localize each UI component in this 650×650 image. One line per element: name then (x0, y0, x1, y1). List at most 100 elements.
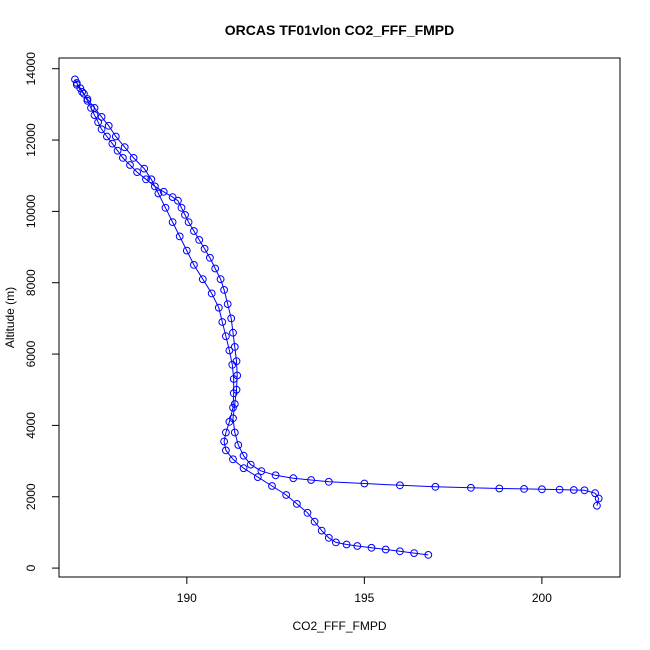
data-point (591, 489, 599, 498)
data-point (282, 491, 291, 499)
data-point (78, 88, 86, 96)
data-point (111, 132, 120, 141)
data-point (239, 451, 248, 460)
data-point (257, 467, 266, 476)
y-axis-label: Altitude (m) (3, 287, 17, 348)
data-point (126, 161, 134, 169)
data-point (94, 118, 102, 127)
data-point (353, 542, 362, 550)
data-point (396, 481, 404, 490)
data-point (119, 154, 127, 162)
data-point (72, 80, 81, 89)
data-point (97, 125, 106, 134)
y-tick-label: 8000 (24, 269, 38, 296)
data-point (227, 314, 236, 323)
data-point (324, 533, 333, 542)
data-point (229, 328, 237, 337)
data-point (133, 168, 142, 177)
x-axis-label: CO2_FFF_FMPD (292, 619, 386, 633)
y-tick-label: 10000 (24, 194, 38, 228)
data-point (268, 482, 276, 490)
data-point (147, 175, 156, 184)
chart-title: ORCAS TF01vlon CO2_FFF_FMPD (225, 22, 454, 38)
data-point (190, 227, 198, 235)
x-tick-label: 190 (177, 591, 197, 605)
data-point (182, 246, 191, 255)
data-point (80, 89, 88, 98)
data-point (161, 203, 170, 212)
data-series (72, 80, 433, 559)
data-point (108, 139, 117, 148)
data-point (467, 483, 475, 492)
data-point (83, 95, 92, 103)
data-point (195, 236, 204, 244)
data-point (222, 332, 230, 341)
data-point (234, 441, 243, 449)
data-point (113, 146, 122, 155)
data-point (225, 346, 234, 355)
data-point (216, 275, 225, 284)
data-point (317, 526, 326, 535)
data-point (198, 275, 207, 284)
data-point (495, 484, 504, 493)
data-point (332, 538, 340, 547)
data-point (218, 318, 227, 326)
data-point (207, 289, 216, 298)
data-point (220, 286, 229, 294)
data-point (580, 486, 589, 495)
x-axis: 190 195 200 (177, 576, 552, 605)
data-point (159, 187, 168, 196)
data-point (90, 104, 99, 112)
data-point (228, 360, 237, 369)
y-tick-label: 4000 (24, 412, 38, 439)
data-point (200, 244, 209, 253)
data-point (293, 500, 301, 508)
data-point (184, 218, 193, 227)
data-point (342, 540, 351, 549)
data-point (97, 113, 106, 121)
data-point (222, 428, 230, 437)
y-tick-label: 6000 (24, 340, 38, 367)
data-point (253, 473, 262, 482)
data-point (424, 551, 433, 559)
data-point (310, 517, 319, 526)
data-point (229, 403, 237, 412)
data-point (538, 485, 546, 494)
data-point (431, 482, 440, 491)
data-point (223, 300, 232, 309)
y-tick-label: 12000 (24, 123, 38, 157)
data-point (324, 477, 333, 486)
data-point (154, 189, 163, 198)
data-point (246, 460, 255, 469)
data-point (168, 218, 177, 227)
data-point (239, 464, 248, 473)
data-point (177, 203, 186, 212)
data-point (396, 547, 404, 556)
data-point (129, 154, 138, 162)
data-point (367, 543, 376, 552)
data-point (230, 428, 239, 437)
data-point (214, 303, 223, 312)
plot-frame (58, 57, 621, 578)
data-point (230, 400, 239, 408)
data-point (289, 474, 298, 483)
data-point (520, 485, 528, 493)
data-point (181, 211, 189, 219)
data-point (175, 232, 184, 241)
data-point (593, 501, 601, 510)
series-layer (71, 75, 603, 559)
data-point (410, 549, 419, 557)
data-point (174, 196, 182, 205)
data-point (151, 182, 159, 191)
data-point (303, 508, 312, 517)
data-point (168, 193, 177, 202)
y-tick-label: 2000 (24, 483, 38, 510)
data-point (190, 261, 198, 269)
y-tick-label: 0 (24, 564, 38, 571)
data-point (206, 253, 214, 262)
series-line (76, 84, 429, 556)
data-point (140, 164, 149, 173)
data-point (569, 486, 578, 494)
data-point (271, 471, 280, 480)
data-point (229, 375, 238, 383)
